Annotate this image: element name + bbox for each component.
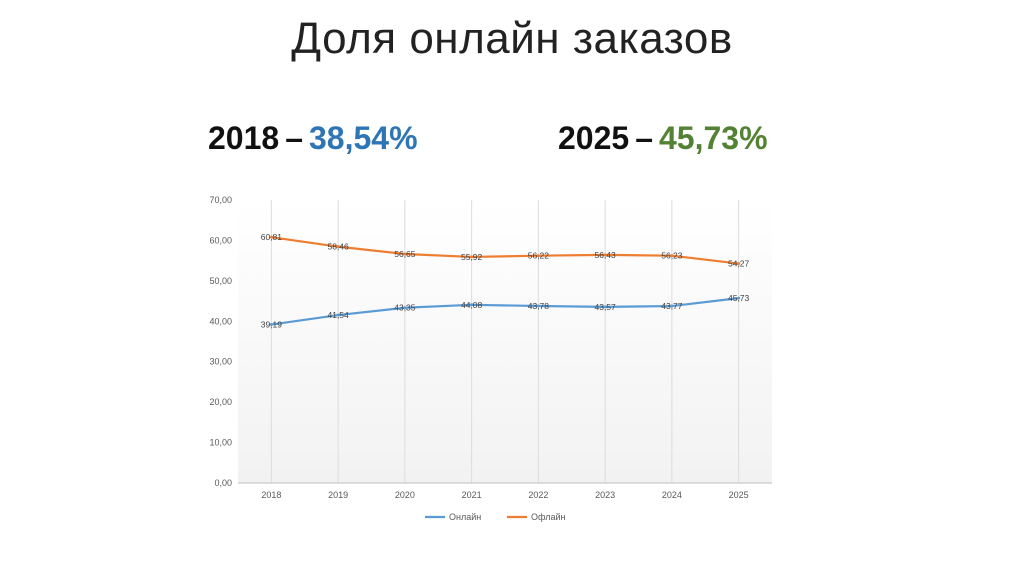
data-point: [536, 304, 540, 308]
data-point: [269, 235, 273, 239]
x-tick-label: 2021: [462, 490, 482, 500]
data-point: [603, 253, 607, 257]
data-point: [737, 296, 741, 300]
x-tick-label: 2018: [261, 490, 281, 500]
stat-2025-dash: –: [635, 120, 653, 156]
x-tick-label: 2023: [595, 490, 615, 500]
slide-title: Доля онлайн заказов: [291, 14, 733, 63]
stat-2018: 2018–38,54%: [208, 120, 418, 157]
data-label: 54,27: [728, 259, 750, 269]
data-label: 43,78: [528, 301, 550, 311]
x-tick-label: 2020: [395, 490, 415, 500]
y-tick-label: 70,00: [209, 195, 232, 205]
stat-2025-value: 45,73%: [658, 120, 768, 156]
y-tick-label: 50,00: [209, 276, 232, 286]
y-tick-label: 60,00: [209, 235, 232, 245]
data-label: 55,92: [461, 252, 483, 262]
data-point: [403, 306, 407, 310]
data-label: 56,23: [661, 251, 683, 261]
data-label: 56,43: [594, 250, 616, 260]
y-tick-label: 40,00: [209, 316, 232, 326]
stat-2025-year: 2025: [558, 120, 630, 156]
data-label: 56,65: [394, 249, 416, 259]
y-tick-label: 30,00: [209, 357, 232, 367]
stat-2018-year: 2018: [208, 120, 280, 156]
data-label: 45,73: [728, 293, 750, 303]
stat-2018-dash: –: [285, 120, 303, 156]
data-point: [470, 255, 474, 259]
data-label: 44,08: [461, 300, 483, 310]
data-label: 43,57: [594, 302, 616, 312]
legend-label: Онлайн: [449, 512, 481, 522]
stat-2018-value: 38,54%: [308, 120, 418, 156]
plot-area: [238, 200, 772, 483]
x-tick-label: 2022: [528, 490, 548, 500]
data-point: [470, 303, 474, 307]
data-point: [670, 304, 674, 308]
data-label: 39,19: [261, 320, 283, 330]
x-tick-label: 2024: [662, 490, 682, 500]
data-point: [536, 254, 540, 258]
y-tick-label: 0,00: [214, 478, 232, 488]
data-label: 60,81: [261, 232, 283, 242]
data-point: [670, 254, 674, 258]
data-point: [737, 262, 741, 266]
y-tick-label: 10,00: [209, 438, 232, 448]
data-label: 58,46: [327, 242, 349, 252]
data-point: [269, 323, 273, 327]
data-label: 41,54: [327, 310, 349, 320]
series-line-online: [271, 297, 739, 326]
data-point: [403, 252, 407, 256]
data-point: [336, 245, 340, 249]
data-point: [603, 305, 607, 309]
stat-2025: 2025–45,73%: [558, 120, 768, 157]
series-line-offline: [271, 236, 739, 265]
x-tick-label: 2025: [729, 490, 749, 500]
line-chart: 0,00 10,00 20,00 30,00 40,00 50,00 60,00 70,00 2…: [209, 195, 772, 522]
legend-label: Офлайн: [531, 512, 565, 522]
y-tick-label: 20,00: [209, 397, 232, 407]
data-label: 43,35: [394, 303, 416, 313]
x-tick-label: 2019: [328, 490, 348, 500]
data-point: [336, 313, 340, 317]
data-label: 56,22: [528, 251, 550, 261]
data-label: 43,77: [661, 301, 683, 311]
